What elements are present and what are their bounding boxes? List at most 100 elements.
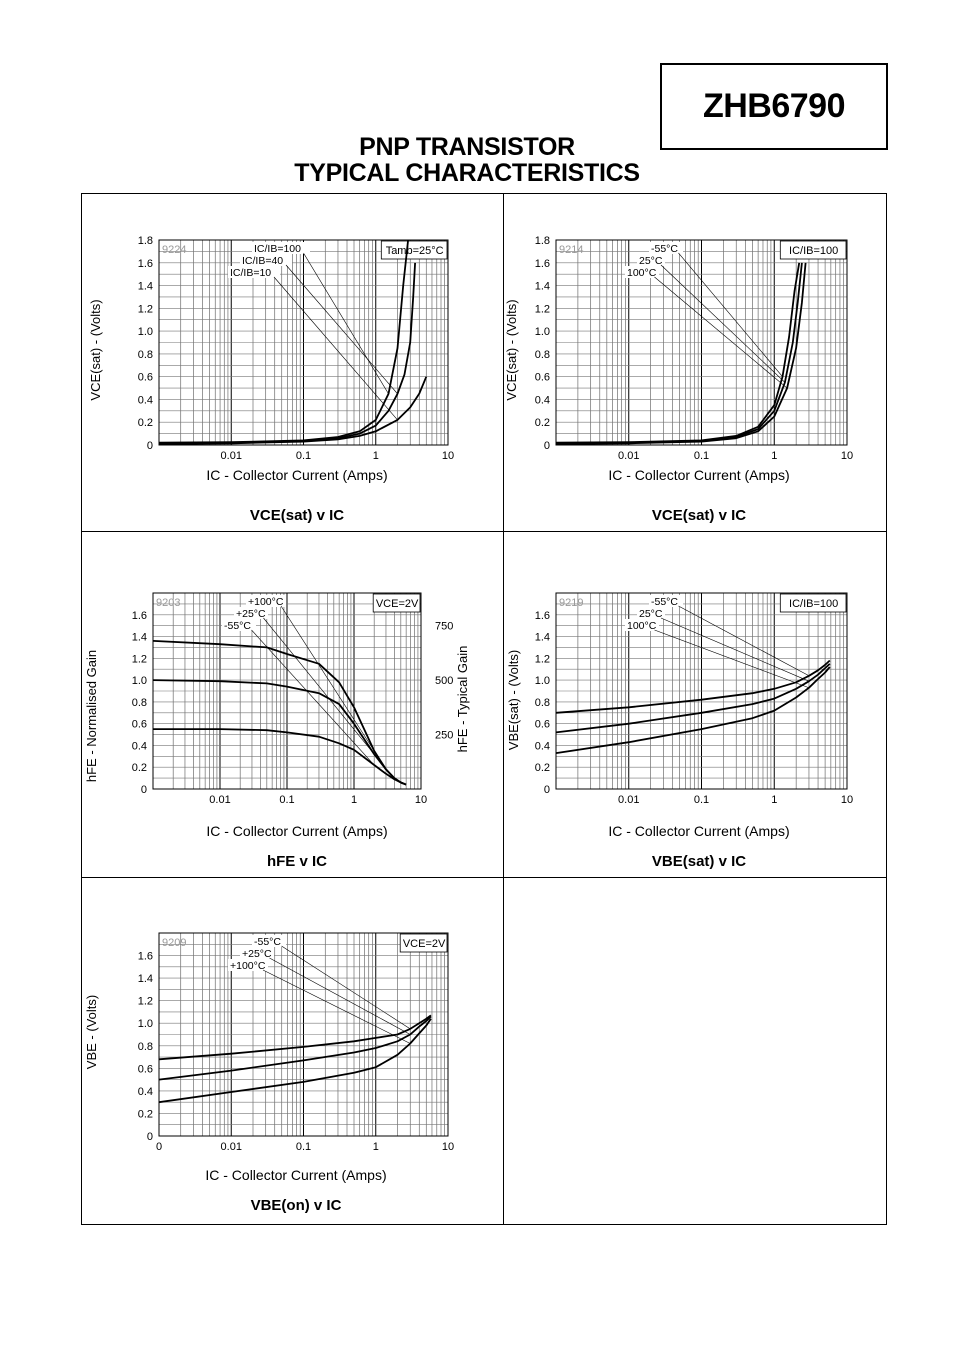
y-tick-label: 1.6 [535,258,550,270]
y-tick-label: 0 [544,440,550,452]
y-tick-label: 1.4 [138,281,153,293]
x-tick-label: 1 [771,794,777,806]
right-tick-label: 500 [435,675,453,687]
curve-leader [660,264,786,383]
series-line-0 [158,1014,432,1061]
y-tick-label: 1.6 [138,258,153,270]
plot-frame [152,592,422,790]
curve-leader [654,276,788,389]
condition-label: VCE=2V [403,938,446,950]
x-tick-label: 10 [442,1141,454,1153]
series-line-0 [555,659,831,714]
curve-label: IC/IB=40 [242,255,283,267]
y-tick-label: 1.0 [132,675,147,687]
y-tick-label: 0.2 [535,417,550,429]
plot-frame [158,932,449,1137]
graph-code: 9209 [162,937,186,949]
y-tick-label: 1.4 [138,973,153,985]
right-axis-label: hFE - Typical Gain [455,646,470,753]
x-tick-label: 10 [841,450,853,462]
x-tick-label: 0.1 [296,450,311,462]
y-tick-label: 0.6 [535,719,550,731]
curve-leader [269,957,411,1035]
x-tick-label: 0.1 [279,794,294,806]
y-tick-label: 0.6 [132,719,147,731]
curve-label: -55°C [651,243,678,255]
grid-divider-row2 [81,877,887,878]
curve-label-bg [649,595,683,607]
y-tick-label: 0.2 [138,1108,153,1120]
y-axis-label: VBE - (Volts) [84,995,99,1069]
series-line-2 [153,728,407,786]
curve-leader [678,252,783,377]
y-axis-label: VCE(sat) - (Volts) [88,299,103,400]
y-tick-label: 1.4 [535,632,550,644]
y-tick-label: 0 [141,784,147,796]
condition-box [399,933,448,953]
y-tick-label: 1.6 [535,610,550,622]
y-tick-label: 0.4 [535,394,550,406]
x-tick-label: 1 [373,450,379,462]
plot-frame [158,239,449,446]
y-axis-label: VCE(sat) - (Volts) [504,299,519,400]
curve-label: -55°C [651,596,678,608]
y-tick-label: 1.0 [138,326,153,338]
curve-label-bg [649,242,683,254]
y-tick-label: 1.0 [535,326,550,338]
y-tick-label: 0 [147,1131,153,1143]
curve-label-bg [637,254,665,266]
curve-leader [251,629,375,766]
y-axis-label: hFE - Normalised Gain [84,650,99,782]
y-axis-label: VBE(sat) - (Volts) [506,650,521,750]
curve-label-bg [637,607,665,619]
part-number-box: ZHB6790 [660,63,888,150]
series-line-1 [158,1015,432,1081]
x-tick-label: 10 [442,450,454,462]
curve-label: 100°C [627,267,657,279]
curve-leader [262,969,411,1044]
chart-caption: VCE(sat) v IC [250,507,344,524]
x-tick-label: 10 [415,794,427,806]
right-tick-label: 750 [435,621,453,633]
series-line-1 [555,663,831,734]
y-tick-label: 0.8 [132,697,147,709]
series-line-0 [158,239,409,444]
condition-label: Tamb=25°C [386,245,444,257]
y-tick-label: 1.6 [132,610,147,622]
curve-label: IC/IB=100 [254,243,301,255]
curve-label-bg [246,595,286,607]
series-line-2 [158,376,428,445]
y-tick-label: 0.2 [535,762,550,774]
condition-label: IC/IB=100 [789,245,838,257]
x-axis-label: IC - Collector Current (Amps) [206,467,387,483]
page-title-line2: TYPICAL CHARACTERISTICS [294,159,640,187]
series-line-2 [555,666,831,754]
x-tick-label: 0 [156,1141,162,1153]
chart-vbesat: 9219 IC/IB=100 0 0.2 0.4 0.6 0.8 1.0 1.2 1.4 1.6 0.… [506,592,853,870]
chart-caption: VCE(sat) v IC [652,507,746,524]
curve-label: -55°C [224,620,251,632]
y-tick-label: 0.4 [138,1086,153,1098]
y-tick-label: 1.2 [132,653,147,665]
curve-label-bg [234,607,268,619]
part-number: ZHB6790 [702,87,846,125]
chart-hfe: 9203 VCE=2V 0 0.2 0.4 0.6 0.8 1.0 1.2 1.4 1.6 0.01 0… [84,592,470,870]
x-tick-label: 0.01 [618,794,639,806]
x-axis-label: IC - Collector Current (Amps) [608,467,789,483]
y-tick-label: 1.0 [535,675,550,687]
condition-box [779,240,847,260]
right-tick-label: 250 [435,730,453,742]
curve-label: 25°C [639,608,663,620]
curve-label-bg [228,959,268,971]
x-tick-label: 0.01 [221,450,242,462]
y-tick-label: 1.2 [535,653,550,665]
x-axis-label: IC - Collector Current (Amps) [205,1167,386,1183]
curve-label: -55°C [254,936,281,948]
plot-frame [555,239,848,446]
x-tick-label: 1 [373,1141,379,1153]
y-tick-label: 0.4 [132,740,147,752]
y-tick-label: 0.8 [535,349,550,361]
x-axis-label: IC - Collector Current (Amps) [206,823,387,839]
x-tick-label: 0.01 [618,450,639,462]
